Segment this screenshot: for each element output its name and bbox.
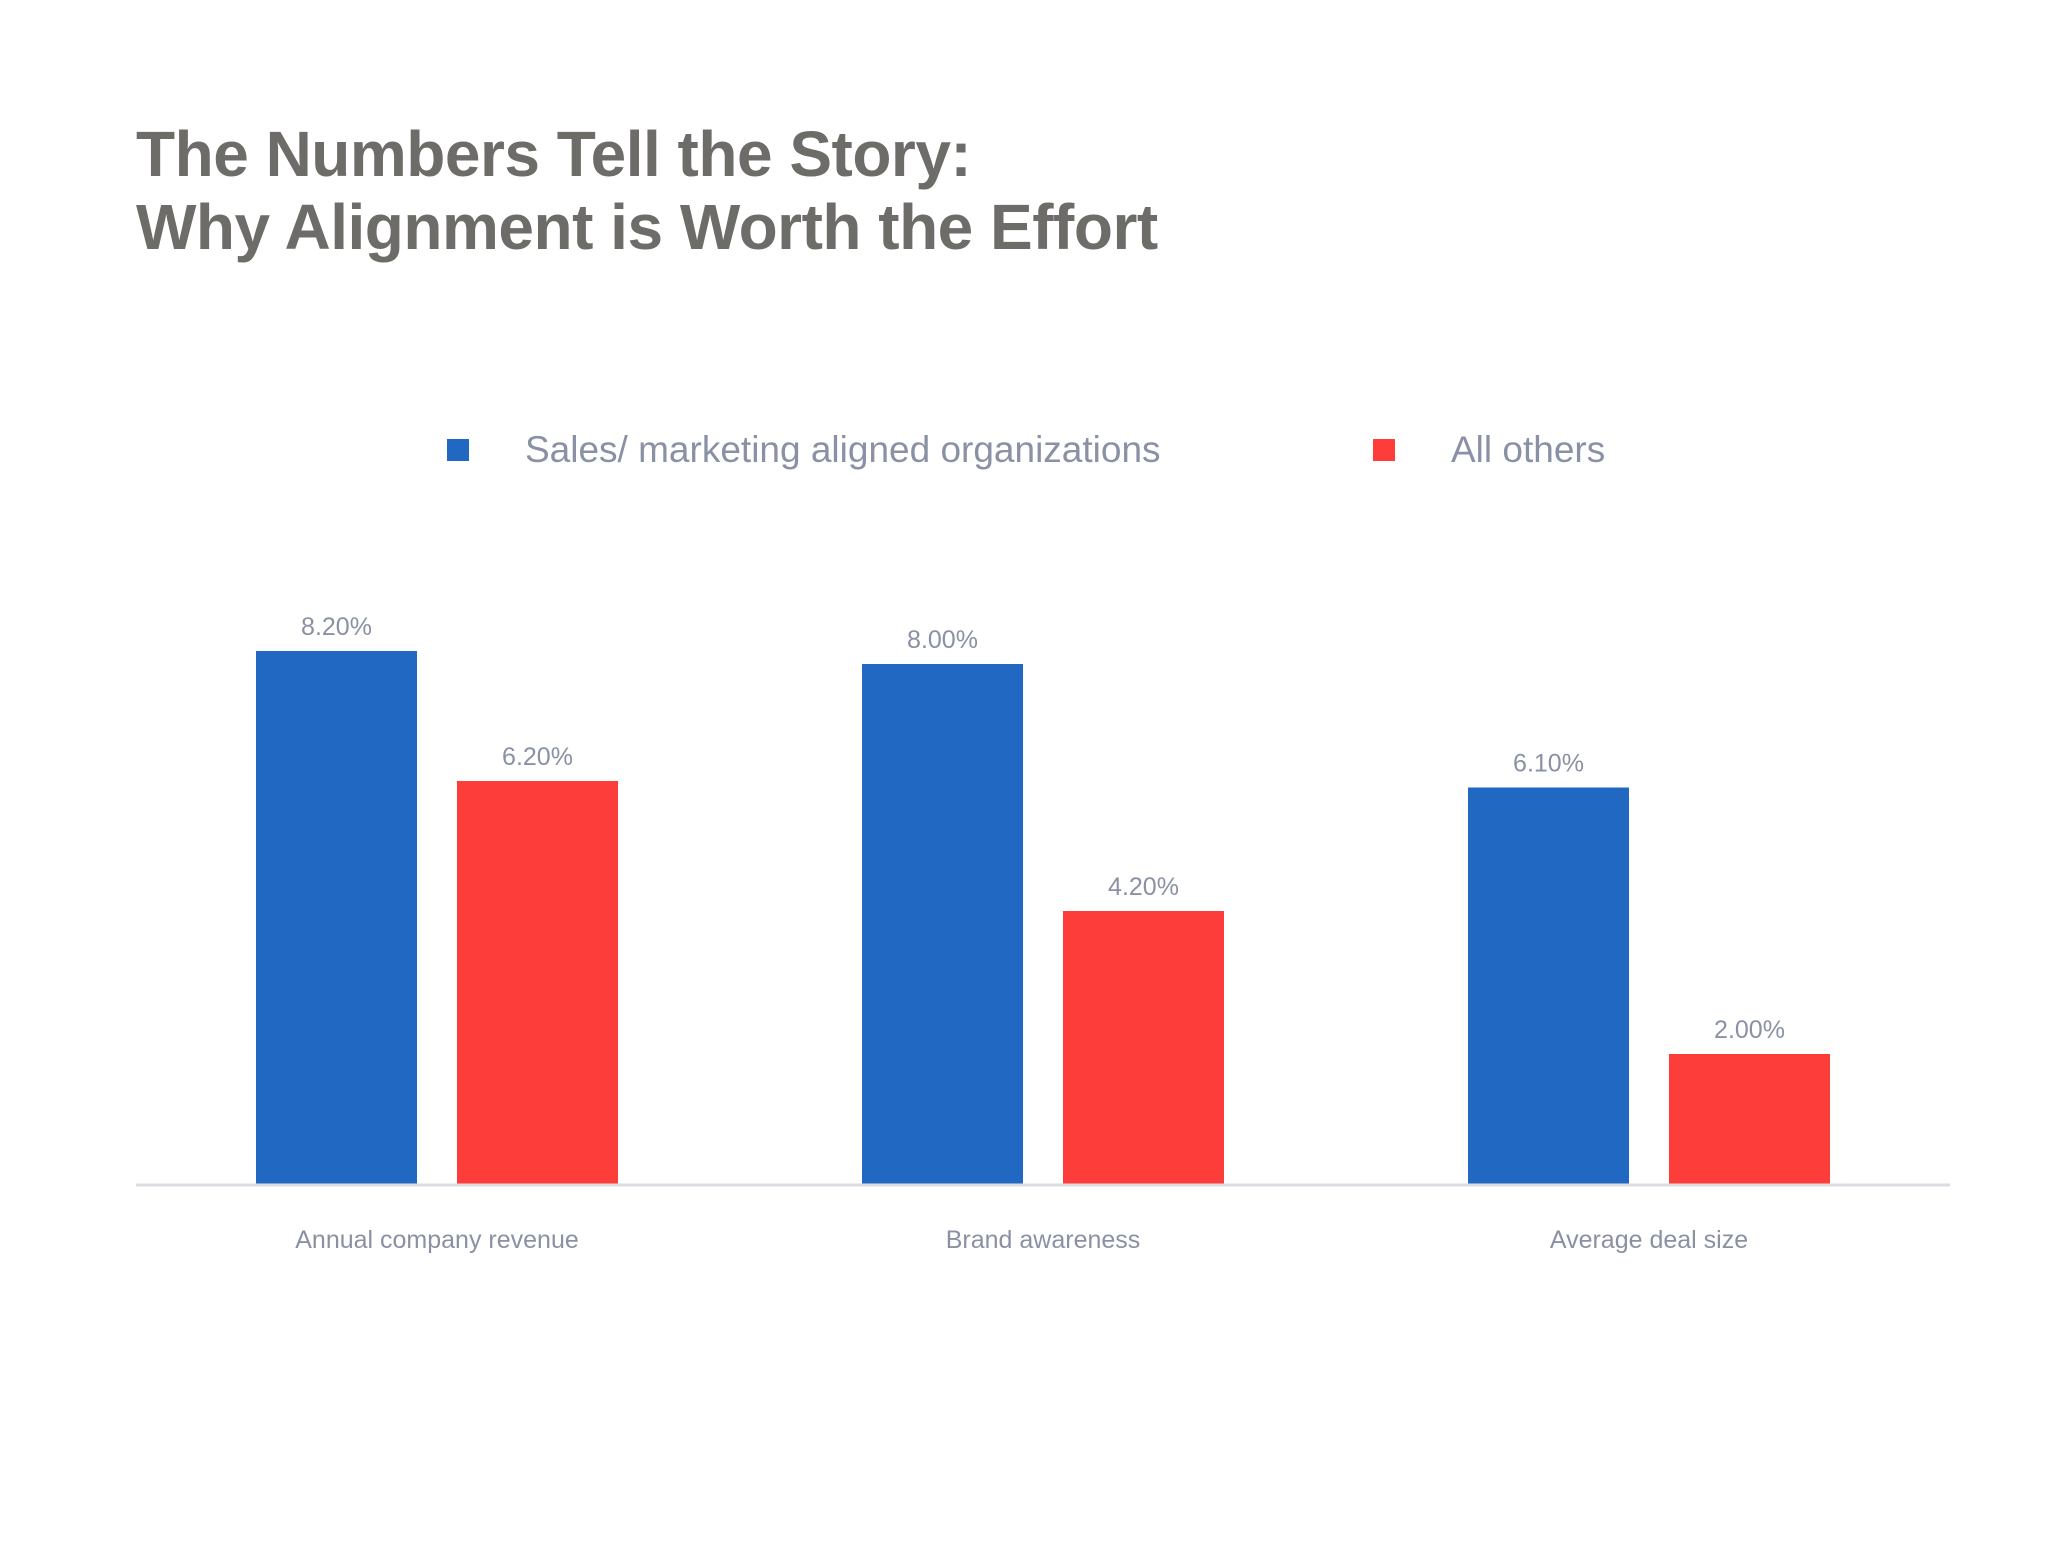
x-tick-label-2: Average deal size xyxy=(1550,1226,1748,1254)
chart-title-line-1: The Numbers Tell the Story: xyxy=(136,118,972,190)
chart-title: The Numbers Tell the Story: Why Alignmen… xyxy=(136,118,1158,264)
bar-aligned-1 xyxy=(862,664,1023,1184)
data-label-others-0: 6.20% xyxy=(502,743,573,771)
legend-item-aligned: Sales/ marketing aligned organizations xyxy=(447,420,1161,480)
bar-aligned-0 xyxy=(256,651,417,1184)
chart-title-line-2: Why Alignment is Worth the Effort xyxy=(136,191,1158,263)
legend-swatch-others xyxy=(1373,439,1395,461)
bar-others-2 xyxy=(1669,1054,1830,1184)
legend-label-aligned: Sales/ marketing aligned organizations xyxy=(525,429,1161,470)
data-label-others-2: 2.00% xyxy=(1714,1016,1785,1044)
legend-item-others: All others xyxy=(1373,420,1605,480)
data-label-aligned-2: 6.10% xyxy=(1513,750,1584,778)
data-label-others-1: 4.20% xyxy=(1108,873,1179,901)
legend-label-others: All others xyxy=(1451,429,1606,470)
x-tick-label-0: Annual company revenue xyxy=(295,1226,579,1254)
bar-others-1 xyxy=(1063,911,1224,1184)
bar-others-0 xyxy=(457,781,618,1184)
data-label-aligned-1: 8.00% xyxy=(907,626,978,654)
chart-legend: Sales/ marketing aligned organizations A… xyxy=(0,420,2070,480)
x-tick-label-1: Brand awareness xyxy=(946,1226,1141,1254)
data-label-aligned-0: 8.20% xyxy=(301,613,372,641)
legend-swatch-aligned xyxy=(447,439,469,461)
bar-aligned-2 xyxy=(1468,787,1629,1184)
